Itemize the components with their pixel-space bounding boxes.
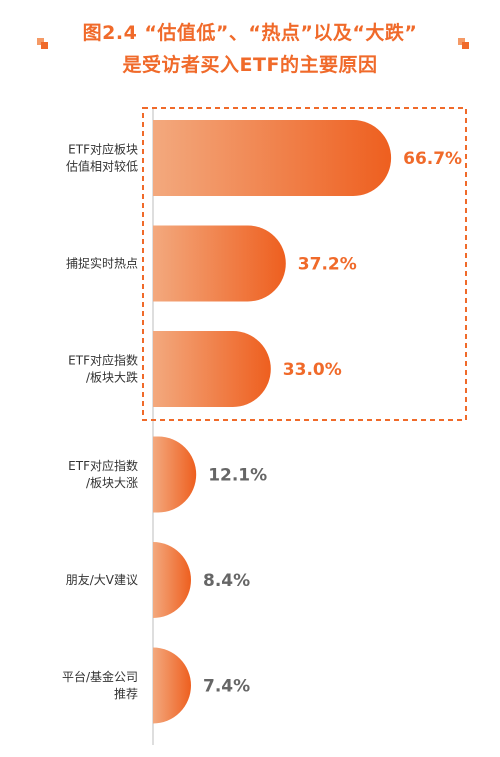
data-label: 33.0% <box>283 360 342 380</box>
bar <box>153 542 191 618</box>
data-label: 12.1% <box>208 466 267 486</box>
data-label: 37.2% <box>298 255 357 275</box>
decoration-square-icon <box>458 38 469 49</box>
bar <box>153 436 197 513</box>
highlight-box <box>142 107 467 421</box>
data-label: 8.4% <box>203 571 250 591</box>
decoration-square-icon <box>37 38 48 49</box>
data-label: 66.7% <box>403 149 462 169</box>
category-label: ETF对应指数 <box>68 458 138 473</box>
category-label: 估值相对较低 <box>66 159 138 174</box>
data-label: 7.4% <box>203 677 250 697</box>
category-label: 平台/基金公司 <box>62 669 138 684</box>
bar <box>153 225 286 302</box>
title-line-2: 是受访者买入ETF的主要原因 <box>122 54 378 76</box>
bar <box>153 647 191 724</box>
bar <box>153 331 271 407</box>
title-line-1: 图2.4 “估值低”、“热点”以及“大跌” <box>82 22 418 44</box>
category-label: /板块大跌 <box>86 370 138 385</box>
category-label: ETF对应指数 <box>68 353 138 368</box>
category-label: 朋友/大V建议 <box>66 573 138 587</box>
category-label: /板块大涨 <box>86 475 138 490</box>
category-label: ETF对应板块 <box>68 142 138 157</box>
chart-title: 图2.4 “估值低”、“热点”以及“大跌” 是受访者买入ETF的主要原因 <box>0 12 500 82</box>
category-label: 捕捉实时热点 <box>66 256 138 271</box>
category-label: 推荐 <box>114 687 138 701</box>
bar <box>153 120 392 196</box>
